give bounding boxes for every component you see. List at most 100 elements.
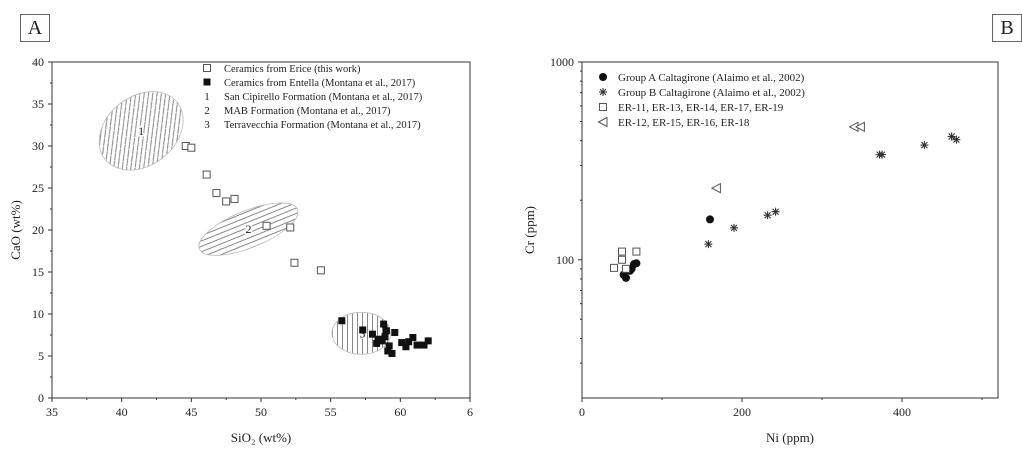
legend-marker [203,64,211,72]
legend-label: Terravecchia Formation (Montana et al., … [224,120,421,131]
data-point [706,215,714,224]
legend-marker [203,78,211,86]
legend-label: ER-11, ER-13, ER-14, ER-17, ER-19 [618,102,784,114]
asterisk-stroke [730,224,738,232]
x-tick-label: 0 [579,405,585,419]
x-tick-label: 45 [185,405,197,419]
data-point [409,334,417,342]
x-tick-label: 40 [116,405,128,419]
data-point [381,333,389,341]
data-point [222,197,231,206]
data-point [632,247,641,256]
data-point [380,320,388,328]
data-point [424,337,432,345]
data-point [262,221,271,230]
data-point [730,223,738,232]
chart-b: 0 200 400 100 1000 Ni (ppm) Cr (ppm) Group A Ca… [522,55,999,445]
y-tick-label: 25 [32,181,44,195]
data-point [290,258,299,267]
y-tick-label: 15 [32,265,44,279]
legend-label: MAB Formation (Montana et al., 2017) [224,106,391,117]
field-label-1: 1 [138,124,144,138]
data-point [704,240,713,249]
data-point [402,343,410,351]
legend-label: San Cipirello Formation (Montana et al.,… [224,92,423,103]
asterisk-stroke [764,211,771,219]
asterisk-stroke [772,208,779,216]
data-point [710,182,721,194]
x-tick-label: 35 [46,405,58,419]
x-axis-label: SiO₂ (wt%) [231,430,292,445]
data-point [618,247,626,256]
data-point [385,342,393,350]
asterisk-stroke [599,88,607,96]
field-label-2: 2 [245,222,251,236]
data-point [398,339,406,347]
data-point [368,330,376,338]
asterisk-stroke [953,136,960,144]
panel-letter-b: B [992,14,1022,42]
x-axis-label: Ni (ppm) [766,430,814,445]
data-point [632,259,641,268]
y-tick-label: 30 [32,139,44,153]
data-point [622,264,630,273]
data-point [187,143,196,152]
x-tick-label: 200 [733,405,751,419]
data-point [230,194,239,203]
asterisk-stroke [921,141,928,149]
y-tick-label: 5 [38,349,44,363]
asterisk-stroke [948,133,955,140]
data-point [202,170,211,179]
data-point [618,255,626,264]
y-tick-label: 40 [32,55,44,69]
data-point [947,132,956,141]
data-point [622,273,630,282]
x-tick-label: 55 [325,405,337,419]
data-point [391,328,399,336]
legend-marker [597,116,608,128]
y-tick-label: 20 [32,223,44,237]
asterisk-stroke [705,240,712,248]
data-point [763,211,772,220]
data-point [413,341,421,349]
data-point [952,135,961,144]
y-axis-label: Cr (ppm) [522,206,537,254]
legend-marker [599,103,607,111]
data-point [384,347,392,355]
chart-a: 12335404550556060510152025303540SiO₂ (wt… [8,55,473,445]
data-point [388,349,396,357]
x-tick-label: 50 [255,405,267,419]
data-point [382,327,390,335]
y-tick-label: 100 [556,253,574,267]
data-point [212,189,221,198]
data-point [338,317,346,325]
legend-label: Ceramics from Erice (this work) [224,64,361,75]
legend-marker: 3 [204,119,210,131]
data-point [286,223,295,232]
data-point [316,266,325,275]
data-point [920,141,929,150]
field-2 [198,202,299,256]
legend-label: ER-12, ER-15, ER-16, ER-18 [618,117,750,129]
legend-marker [599,73,607,81]
data-point [359,326,367,334]
data-point [420,341,428,349]
legend-label: Group A Caltagirone (Alaimo et al., 2002… [618,72,805,84]
data-point [610,263,618,272]
data-point [378,337,386,345]
legend-marker: 2 [204,105,210,117]
x-tick-label: 6 [467,405,473,419]
legend-marker [599,88,607,96]
x-tick-label: 60 [394,405,406,419]
y-tick-label: 1000 [550,55,574,69]
plot-area-b [581,61,999,399]
panel-letter-a: A [20,14,50,42]
x-tick-label: 400 [893,405,911,419]
asterisk-stroke [878,151,886,159]
y-tick-label: 35 [32,97,44,111]
y-tick-label: 0 [38,391,44,405]
data-point [854,121,865,133]
legend-label: Ceramics from Entella (Montana et al., 2… [224,78,416,89]
legend-marker: 1 [204,91,210,103]
